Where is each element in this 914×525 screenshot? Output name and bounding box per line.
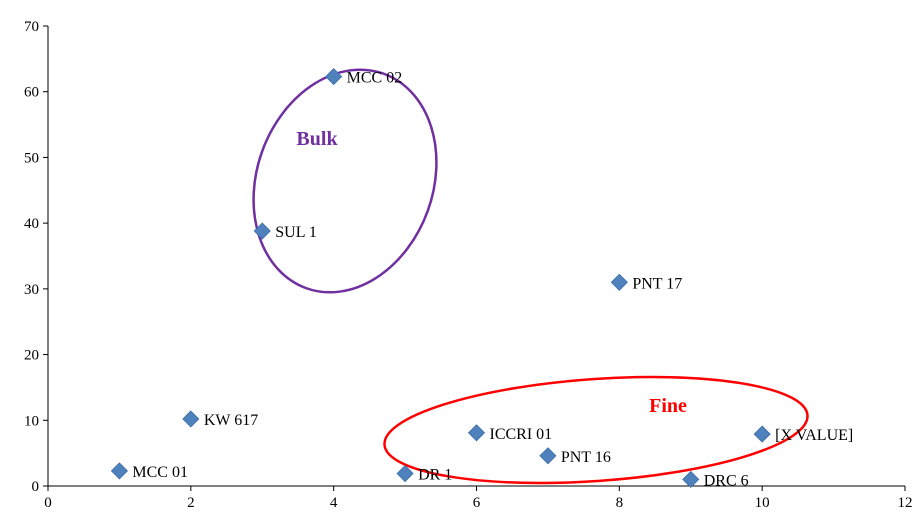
- x-tick-label: 6: [473, 495, 481, 511]
- x-tick-label: 12: [898, 495, 913, 511]
- data-point: KW 617: [182, 410, 258, 429]
- data-point: MCC 02: [325, 68, 403, 87]
- data-label: MCC 02: [347, 70, 403, 87]
- diamond-marker: [253, 222, 271, 240]
- data-label: DR 1: [418, 467, 452, 484]
- y-tick-label: 0: [32, 479, 40, 495]
- data-point: MCC 01: [110, 462, 188, 481]
- diamond-marker: [110, 462, 128, 480]
- group-label-bulk: Bulk: [296, 128, 338, 150]
- y-tick-label: 30: [24, 282, 39, 298]
- diamond-marker: [396, 464, 414, 483]
- y-tick-label: 70: [24, 19, 39, 35]
- data-point: [X VALUE]: [753, 425, 853, 444]
- group-ellipse-bulk: [252, 68, 438, 294]
- y-tick-label: 10: [24, 413, 39, 429]
- y-tick-label: 50: [24, 150, 39, 166]
- diamond-marker: [539, 447, 557, 465]
- data-label: PNT 16: [561, 449, 611, 466]
- data-label: MCC 01: [132, 464, 188, 481]
- diamond-marker: [467, 424, 486, 442]
- diamond-marker: [325, 68, 343, 86]
- group-ellipse-fine: [383, 375, 809, 485]
- group-ellipses: Bulk Fine: [252, 68, 809, 485]
- data-points: MCC 01 KW 617 SUL 1 MCC 02 DR 1 ICCRI 01 PNT 1…: [110, 68, 853, 489]
- axes: 0 10 20 30 40 50 60 70 0 2 4 6 8 10 12: [24, 19, 913, 511]
- data-point: PNT 17: [610, 273, 682, 292]
- data-label: PNT 17: [632, 275, 682, 292]
- x-tick-label: 4: [330, 495, 338, 511]
- data-point: PNT 16: [539, 447, 611, 466]
- y-tick-label: 40: [24, 216, 39, 232]
- diamond-marker: [182, 410, 200, 428]
- data-label: DRC 6: [704, 472, 749, 489]
- x-tick-label: 8: [616, 495, 624, 511]
- data-point: DRC 6: [682, 470, 749, 489]
- x-tick-label: 10: [755, 495, 770, 511]
- data-label: [X VALUE]: [775, 427, 853, 444]
- x-tick-label: 2: [187, 495, 195, 511]
- data-label: SUL 1: [275, 224, 317, 241]
- data-point: DR 1: [396, 464, 452, 484]
- y-tick-label: 20: [24, 348, 39, 364]
- data-label: KW 617: [204, 412, 258, 429]
- y-tick-label: 60: [24, 85, 39, 101]
- group-label-fine: Fine: [649, 395, 687, 417]
- data-point: SUL 1: [253, 222, 317, 241]
- diamond-marker: [610, 273, 628, 291]
- diamond-marker: [682, 470, 700, 488]
- x-tick-label: 0: [44, 495, 52, 511]
- diamond-marker: [753, 425, 771, 443]
- data-label: ICCRI 01: [490, 426, 553, 443]
- data-point: ICCRI 01: [467, 424, 553, 443]
